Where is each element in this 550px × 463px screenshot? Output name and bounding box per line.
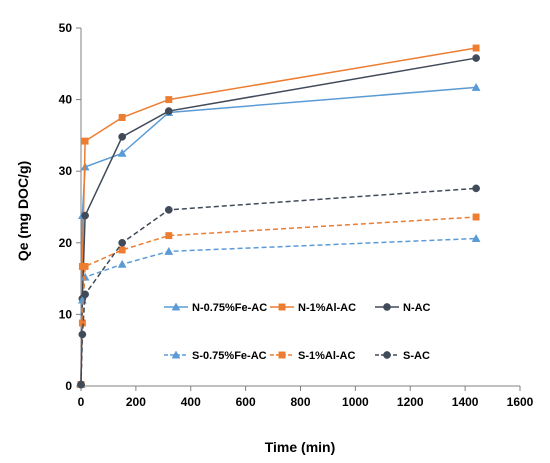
legend-marker	[383, 351, 391, 359]
x-axis-title: Time (min)	[265, 439, 336, 455]
data-point	[118, 132, 127, 141]
data-point	[118, 246, 126, 254]
data-point	[81, 211, 89, 220]
data-point	[81, 262, 89, 270]
y-tick-label: 0	[65, 379, 72, 393]
legend-item: S-0.75%Fe-AC	[164, 350, 267, 362]
data-point	[117, 148, 127, 157]
legend-item: S-AC	[375, 350, 430, 362]
x-tick-label: 200	[126, 395, 146, 409]
x-tick-label: 1000	[342, 395, 369, 409]
legend-marker	[171, 302, 181, 311]
legend-marker	[383, 303, 391, 311]
series-line	[80, 86, 477, 385]
data-point	[472, 184, 480, 193]
y-tick-label: 50	[59, 21, 73, 35]
legend-label: S-1%Al-AC	[298, 350, 356, 362]
legend: N-0.75%Fe-AC N-1%Al-AC N-AC S-0.75%Fe-AC S-1…	[164, 302, 431, 362]
legend-label: S-AC	[403, 350, 430, 362]
data-point	[78, 330, 87, 339]
data-point	[472, 44, 480, 52]
x-tick-label: 1400	[452, 395, 479, 409]
x-tick-label: 600	[236, 395, 256, 409]
data-point	[471, 233, 481, 242]
data-point	[164, 246, 174, 255]
y-tick-label: 30	[59, 164, 73, 178]
x-tick-label: 1200	[397, 395, 424, 409]
data-point	[471, 82, 481, 91]
legend-item: N-1%Al-AC	[270, 302, 356, 314]
data-point	[164, 206, 173, 214]
y-tick-label: 10	[59, 307, 73, 321]
legend-label: N-0.75%Fe-AC	[192, 302, 267, 314]
data-point	[81, 290, 89, 299]
x-tick-label: 1600	[507, 395, 534, 409]
data-point	[472, 213, 480, 221]
legend-marker	[171, 350, 181, 359]
x-tick-label: 0	[78, 395, 85, 409]
legend-item: N-AC	[375, 302, 431, 314]
data-point	[165, 96, 173, 104]
series-layer	[76, 44, 481, 389]
series-line	[80, 57, 477, 385]
data-point	[77, 380, 85, 389]
x-tick-label: 400	[181, 395, 201, 409]
series-line	[80, 47, 477, 385]
x-tick-label: 800	[290, 395, 310, 409]
data-point	[117, 259, 127, 268]
legend-label: N-1%Al-AC	[298, 302, 356, 314]
data-point	[118, 238, 127, 247]
legend-item: N-0.75%Fe-AC	[164, 302, 267, 314]
series-2	[77, 44, 480, 389]
legend-label: N-AC	[403, 302, 431, 314]
legend-marker	[278, 351, 286, 359]
axes: 0 10 20 30 40 50 0 200 400 600 800 1000 1200 1400 1600	[59, 21, 534, 409]
legend-item: S-1%Al-AC	[270, 350, 356, 362]
series-3	[77, 54, 480, 389]
y-axis-title: Qe (mg DOC/g)	[15, 161, 31, 261]
legend-label: S-0.75%Fe-AC	[192, 350, 267, 362]
y-tick-label: 40	[59, 93, 73, 107]
data-point	[81, 137, 89, 145]
y-tick-label: 20	[59, 236, 73, 250]
data-point	[164, 107, 173, 115]
series-line	[80, 187, 477, 385]
legend-marker	[278, 303, 286, 311]
data-point	[118, 114, 126, 121]
data-point	[472, 54, 480, 62]
data-point	[165, 232, 173, 240]
series-6	[77, 184, 480, 389]
